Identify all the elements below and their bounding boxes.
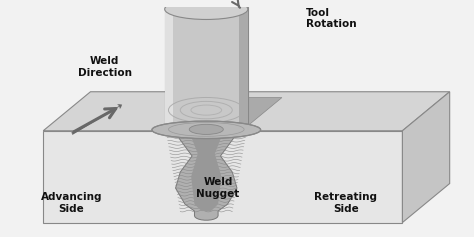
Text: Advancing
Side: Advancing Side [41, 192, 102, 214]
Polygon shape [171, 98, 282, 131]
Polygon shape [164, 7, 173, 131]
Polygon shape [239, 7, 248, 131]
Text: Tool
Rotation: Tool Rotation [306, 8, 356, 29]
Polygon shape [164, 7, 248, 131]
Ellipse shape [189, 124, 223, 134]
Ellipse shape [152, 121, 261, 139]
Ellipse shape [164, 0, 248, 19]
Text: Retreating
Side: Retreating Side [314, 192, 377, 214]
Polygon shape [43, 92, 450, 131]
Text: Weld
Nugget: Weld Nugget [196, 177, 240, 199]
Polygon shape [172, 130, 240, 220]
Polygon shape [402, 92, 450, 223]
Text: Weld
Direction: Weld Direction [78, 56, 132, 78]
Polygon shape [43, 131, 402, 223]
Polygon shape [188, 131, 224, 211]
